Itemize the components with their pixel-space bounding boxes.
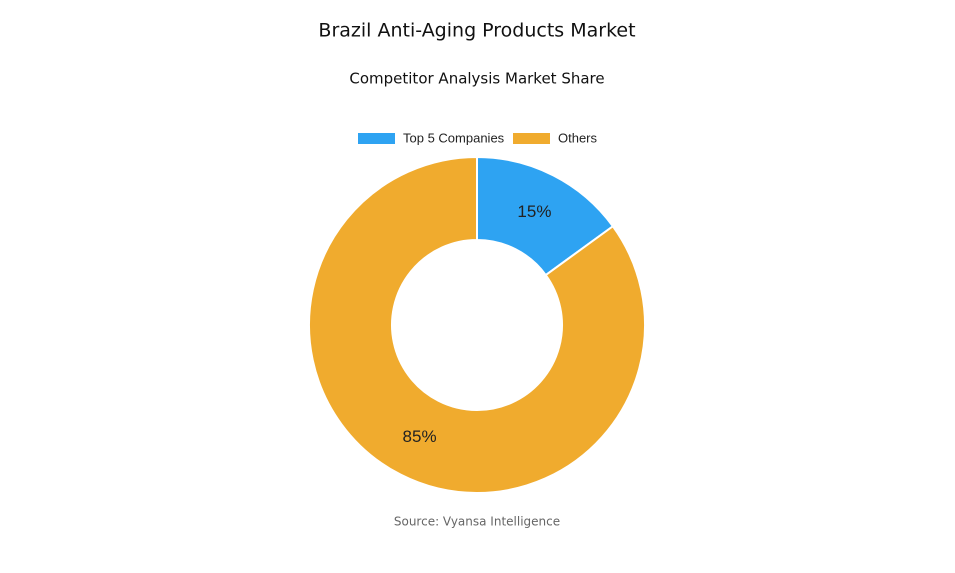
legend-swatch <box>358 133 395 144</box>
legend-label: Others <box>558 130 598 145</box>
value-label: 85% <box>403 427 437 446</box>
legend-label: Top 5 Companies <box>403 130 505 145</box>
chart-subtitle: Competitor Analysis Market Share <box>349 70 604 88</box>
source: Source: Vyansa Intelligence <box>394 515 560 529</box>
value-label: 15% <box>517 202 551 221</box>
legend-swatch <box>513 133 550 144</box>
donut-slice <box>308 155 646 494</box>
chart-title: Brazil Anti-Aging Products Market <box>318 20 635 42</box>
